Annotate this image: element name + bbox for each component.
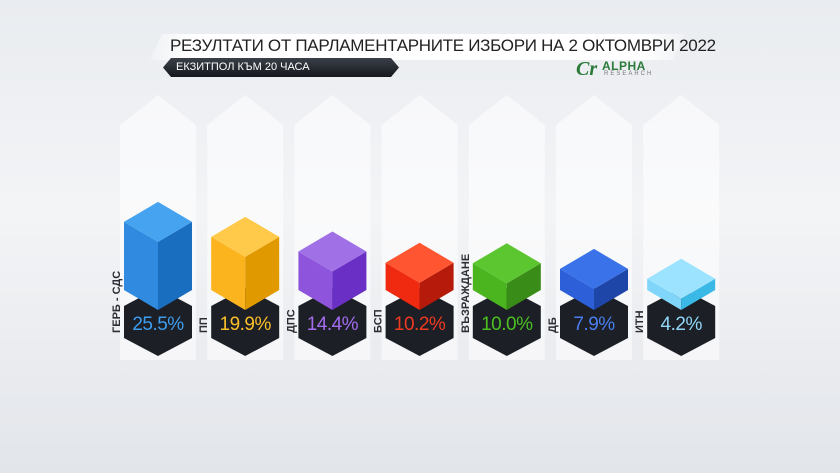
value-hexagon <box>298 288 367 356</box>
chart-subtitle: ЕКЗИТПОЛ КЪМ 20 ЧАСА <box>176 61 310 73</box>
bar-top-face <box>472 243 541 284</box>
category-label: ГЕРБ - СДС <box>111 271 123 333</box>
bar-top-face <box>385 242 454 283</box>
bar-top-face <box>298 231 367 272</box>
value-label: 7.9% <box>573 314 615 335</box>
category-label: БСП <box>373 309 385 333</box>
bar-top-face <box>211 216 280 257</box>
title-bar <box>150 34 685 60</box>
category-label: ПП <box>198 317 210 333</box>
logo-sub: RESEARCH <box>604 71 654 77</box>
bar-right-face <box>332 251 367 310</box>
bar-left-face <box>298 251 333 310</box>
bar-top-face <box>647 258 716 299</box>
value-hexagon <box>472 288 541 356</box>
bar-left-face <box>472 263 507 310</box>
bar-top-face <box>124 201 192 242</box>
value-label: 10.0% <box>481 314 533 335</box>
value-label: 14.4% <box>307 314 359 335</box>
logo-text: ALPHA <box>602 59 646 73</box>
logo-mark-icon: Cr <box>576 58 598 80</box>
bar-left-face <box>385 262 420 310</box>
value-hexagon <box>211 288 280 356</box>
value-hexagon <box>560 288 628 356</box>
value-label: 4.2% <box>661 314 703 335</box>
alpha-research-logo: Cr ALPHA RESEARCH <box>572 58 678 80</box>
bar-left-face <box>560 268 594 310</box>
bar-right-face <box>419 262 454 310</box>
value-label: 19.9% <box>220 314 272 335</box>
value-label: 10.2% <box>394 314 446 335</box>
bar-right-face <box>681 278 716 310</box>
subtitle-bar <box>163 58 399 77</box>
bar-top-face <box>560 248 628 289</box>
bar-left-face <box>211 236 246 310</box>
category-label: ДПС <box>285 309 297 333</box>
bar-left-face <box>124 221 158 310</box>
value-hexagon <box>647 288 716 356</box>
bar-right-face <box>594 268 628 310</box>
value-hexagon <box>124 288 192 356</box>
value-hexagon <box>385 288 454 356</box>
chart-title: РЕЗУЛТАТИ ОТ ПАРЛАМЕНТАРНИТЕ ИЗБОРИ НА 2… <box>170 36 716 55</box>
bar-left-face <box>647 278 682 310</box>
value-label: 25.5% <box>132 314 184 335</box>
category-label: ДБ <box>547 317 559 333</box>
bar-right-face <box>506 263 541 310</box>
bar-right-face <box>158 221 192 310</box>
category-label: ВЪЗРАЖДАНЕ <box>460 254 472 333</box>
category-label: ИТН <box>634 310 646 333</box>
bar-right-face <box>245 236 280 310</box>
